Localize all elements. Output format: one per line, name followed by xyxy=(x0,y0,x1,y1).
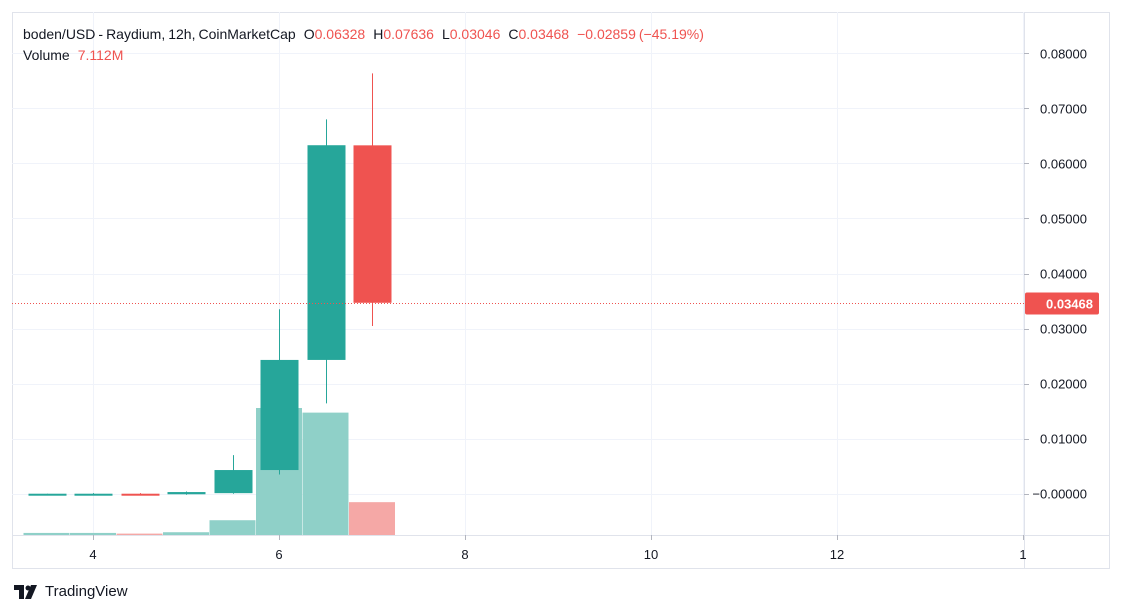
volume-bars xyxy=(23,408,395,535)
price-axis-label: 0.03000 xyxy=(1040,322,1087,337)
volume-bar xyxy=(23,532,70,535)
volume-bar xyxy=(209,520,256,535)
legend-close-value: 0.03468 xyxy=(518,26,570,42)
price-axis-label: 0.08000 xyxy=(1040,46,1087,61)
tradingview-brand[interactable]: TradingView xyxy=(14,583,128,600)
price-axis-label: 0.04000 xyxy=(1040,267,1087,282)
last-price-tag: 0.03468 xyxy=(1025,292,1099,315)
legend-volume-label[interactable]: Volume xyxy=(23,47,70,63)
legend-open-label: O xyxy=(303,26,315,42)
candle-body xyxy=(307,145,346,360)
price-axis[interactable]: 0.08000 0.07000 0.06000 0.05000 0.04000 0.030… xyxy=(1024,46,1087,502)
time-axis-label: 4 xyxy=(89,547,96,562)
chart-legend: boden/USD - Raydium, 12h, CoinMarketCap O0.06… xyxy=(23,24,704,66)
price-axis-label: 0.02000 xyxy=(1040,377,1087,392)
time-axis-label: 6 xyxy=(275,547,282,562)
legend-close-label: C xyxy=(508,26,519,42)
candle-body xyxy=(167,492,206,495)
legend-high-value: 0.07636 xyxy=(383,26,434,42)
legend-symbol[interactable]: boden/USD xyxy=(23,26,96,42)
candle-body xyxy=(353,145,392,303)
legend-change-percent: (−45.19%) xyxy=(638,26,704,42)
price-axis-label: 0.01000 xyxy=(1040,432,1087,447)
volume-bar xyxy=(302,412,349,535)
time-axis[interactable]: 4 6 8 10 12 1 xyxy=(89,535,1027,562)
candle-body xyxy=(28,493,67,496)
price-axis-label: −0.00000 xyxy=(1032,487,1087,502)
legend-change-value: −0.02859 xyxy=(577,26,636,42)
legend-volume-value: 7.112M xyxy=(77,47,124,63)
candles xyxy=(28,73,392,496)
legend-high-label: H xyxy=(373,26,384,42)
chart-frame[interactable] xyxy=(12,12,1110,569)
time-axis-label: 10 xyxy=(644,547,658,562)
tradingview-brand-name: TradingView xyxy=(45,583,128,600)
candle-body xyxy=(74,493,113,496)
grid xyxy=(12,12,1024,535)
price-axis-label: 0.06000 xyxy=(1040,156,1087,171)
time-axis-label: 8 xyxy=(461,547,468,562)
time-axis-label: 12 xyxy=(830,547,844,562)
volume-bar xyxy=(349,502,395,535)
legend-low-label: L xyxy=(441,26,450,42)
candle-body xyxy=(260,359,299,471)
price-axis-label: 0.07000 xyxy=(1040,101,1087,116)
candle-body xyxy=(214,470,253,494)
chart-plot[interactable]: 0.08000 0.07000 0.06000 0.05000 0.04000 0.030… xyxy=(12,12,1110,569)
legend-symbol-row: boden/USD - Raydium, 12h, CoinMarketCap O0.06… xyxy=(23,26,704,42)
tradingview-logo-icon xyxy=(14,584,37,599)
candle-body xyxy=(121,493,160,496)
volume-bar xyxy=(116,533,163,535)
last-price-tag-text: 0.03468 xyxy=(1046,297,1093,312)
price-axis-label: 0.05000 xyxy=(1040,211,1087,226)
legend-source: CoinMarketCap xyxy=(198,26,296,42)
volume-bar xyxy=(163,532,209,535)
legend-volume-row: Volume 7.112M xyxy=(23,45,704,66)
legend-exchange: Raydium xyxy=(106,26,162,42)
last-price-tag-box xyxy=(1025,292,1099,315)
legend-interval: 12h xyxy=(168,26,192,42)
volume-bar xyxy=(70,532,116,535)
legend-open-value: 0.06328 xyxy=(314,26,366,42)
time-axis-label: 1 xyxy=(1019,547,1026,562)
legend-low-value: 0.03046 xyxy=(449,26,501,42)
